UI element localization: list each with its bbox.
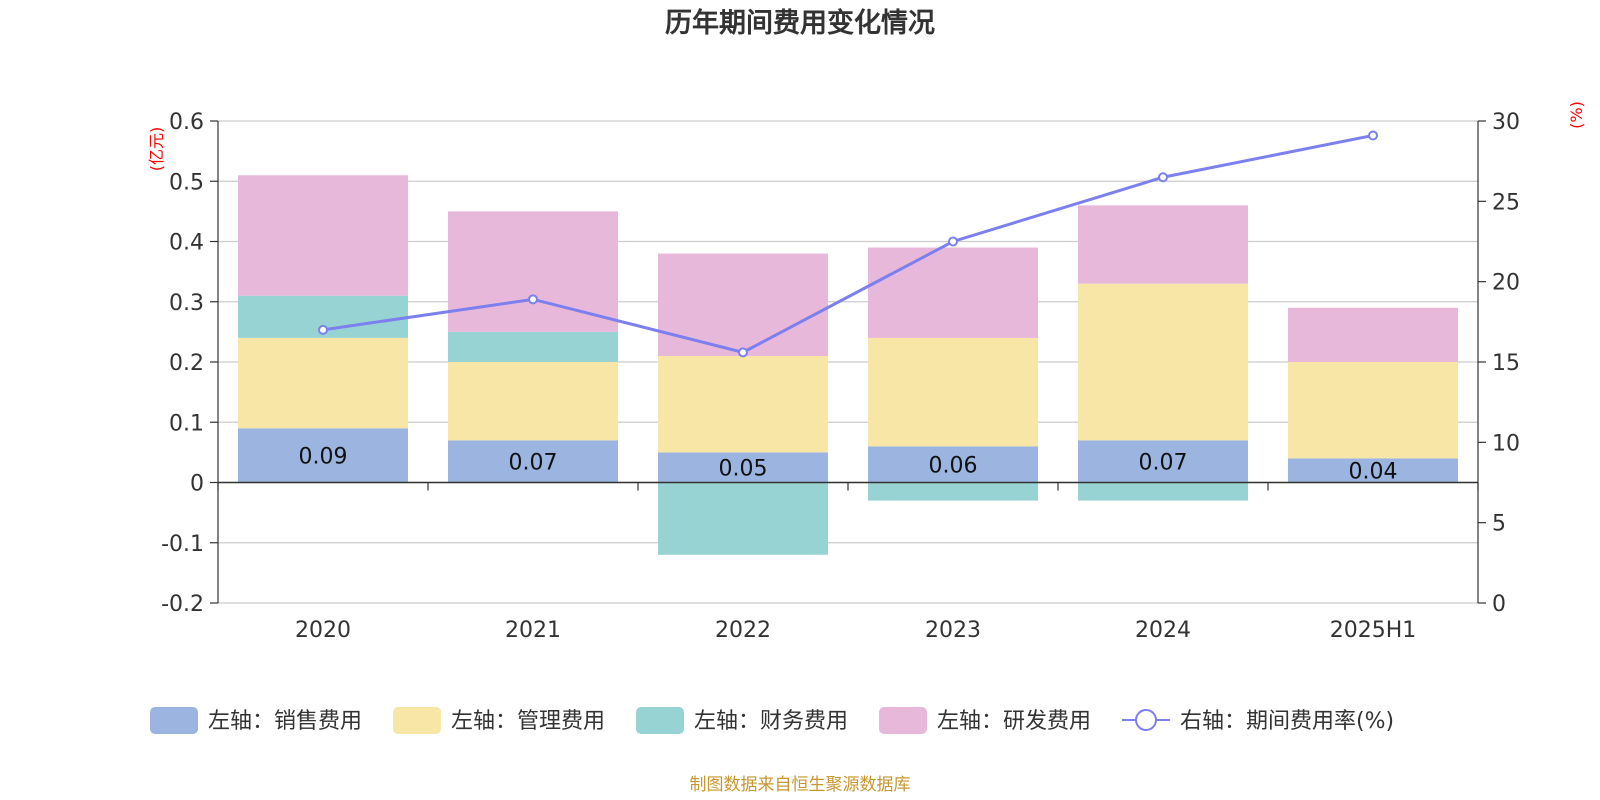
x-tick-label: 2021 bbox=[505, 618, 561, 643]
left-tick-label: 0.5 bbox=[169, 170, 204, 195]
left-tick-label: 0.2 bbox=[169, 351, 204, 376]
rate-point bbox=[318, 324, 328, 335]
rate-point bbox=[1158, 172, 1168, 183]
chart-title: 历年期间费用变化情况 bbox=[665, 7, 935, 39]
legend-label: 左轴：销售费用 bbox=[208, 709, 362, 734]
left-tick-label: 0.6 bbox=[169, 110, 204, 135]
legend-swatch bbox=[393, 707, 441, 734]
data-label: 0.05 bbox=[719, 456, 768, 481]
bar-segment bbox=[1288, 362, 1458, 459]
bar-segment bbox=[658, 452, 828, 483]
data-label: 0.06 bbox=[929, 453, 978, 478]
rate-point bbox=[738, 347, 748, 358]
x-tick-label: 2023 bbox=[925, 618, 981, 643]
x-tick-label: 2025H1 bbox=[1330, 618, 1417, 643]
right-tick-label: 20 bbox=[1492, 271, 1520, 296]
left-tick-label: -0.2 bbox=[161, 592, 204, 617]
legend: 左轴：销售费用 左轴：管理费用 左轴：财务费用 左轴：研发费用 右轴：期间费用率(%) bbox=[150, 707, 1394, 734]
legend-label: 左轴：财务费用 bbox=[694, 709, 848, 734]
bar-segment bbox=[448, 362, 618, 441]
source-note: 制图数据来自恒生聚源数据库 bbox=[690, 775, 911, 795]
rate-point bbox=[948, 236, 958, 247]
bar-segment bbox=[238, 337, 408, 429]
bars-group bbox=[238, 175, 1458, 555]
right-tick-label: 5 bbox=[1492, 512, 1506, 537]
right-tick-label: 15 bbox=[1492, 351, 1520, 376]
legend-label: 左轴：研发费用 bbox=[937, 709, 1091, 734]
bar-segment bbox=[868, 337, 1038, 447]
left-tick-label: -0.1 bbox=[161, 532, 204, 557]
legend-swatch bbox=[150, 707, 198, 734]
left-tick-label: 0.3 bbox=[169, 291, 204, 316]
rate-line bbox=[322, 133, 1374, 354]
bar-segment bbox=[1288, 458, 1458, 483]
right-tick-label: 25 bbox=[1492, 190, 1520, 215]
bar-segment bbox=[658, 253, 828, 356]
bar-segment bbox=[658, 355, 828, 453]
data-label: 0.09 bbox=[299, 444, 348, 469]
data-label: 0.07 bbox=[509, 450, 558, 475]
bar-segment bbox=[448, 331, 618, 362]
rate-point bbox=[1368, 130, 1378, 141]
bar-segment bbox=[1078, 283, 1248, 441]
legend-swatch bbox=[879, 707, 927, 734]
bar-segment bbox=[868, 247, 1038, 338]
x-tick-label: 2020 bbox=[295, 618, 351, 643]
left-axis-unit: (亿元) bbox=[147, 127, 166, 172]
left-tick-label: 0.1 bbox=[169, 411, 204, 436]
bar-segment bbox=[1078, 440, 1248, 483]
right-axis-unit: (%) bbox=[1567, 101, 1586, 129]
bar-segment bbox=[1078, 205, 1248, 284]
bar-segment bbox=[868, 482, 1038, 501]
x-tick-label: 2024 bbox=[1135, 618, 1191, 643]
data-label: 0.07 bbox=[1139, 450, 1188, 475]
right-tick-label: 0 bbox=[1492, 592, 1506, 617]
bar-segment bbox=[868, 446, 1038, 483]
bar-segment bbox=[448, 440, 618, 483]
bar-segment bbox=[1288, 307, 1458, 362]
x-tick-label: 2022 bbox=[715, 618, 771, 643]
data-label: 0.04 bbox=[1349, 459, 1398, 484]
right-tick-label: 10 bbox=[1492, 431, 1520, 456]
legend-marker bbox=[1135, 709, 1157, 731]
bar-segment bbox=[238, 175, 408, 296]
rate-point bbox=[528, 294, 538, 305]
data-labels-group: 0.09 0.07 0.05 0.06 0.07 0.04 bbox=[299, 444, 1398, 484]
legend-label: 右轴：期间费用率(%) bbox=[1180, 709, 1394, 734]
axes-group: -0.2 -0.1 0 0.1 0.2 0.3 0.4 0.5 0.6 0 5 10 15 20 25 30 (… bbox=[147, 101, 1586, 643]
bar-segment bbox=[238, 428, 408, 483]
legend-swatch bbox=[636, 707, 684, 734]
left-tick-label: 0 bbox=[190, 472, 204, 497]
rate-line-group bbox=[318, 130, 1378, 358]
left-tick-label: 0.4 bbox=[169, 231, 204, 256]
bar-segment bbox=[448, 211, 618, 332]
right-tick-label: 30 bbox=[1492, 110, 1520, 135]
bar-segment bbox=[658, 482, 828, 555]
legend-label: 左轴：管理费用 bbox=[451, 709, 605, 734]
bar-segment bbox=[1078, 482, 1248, 501]
